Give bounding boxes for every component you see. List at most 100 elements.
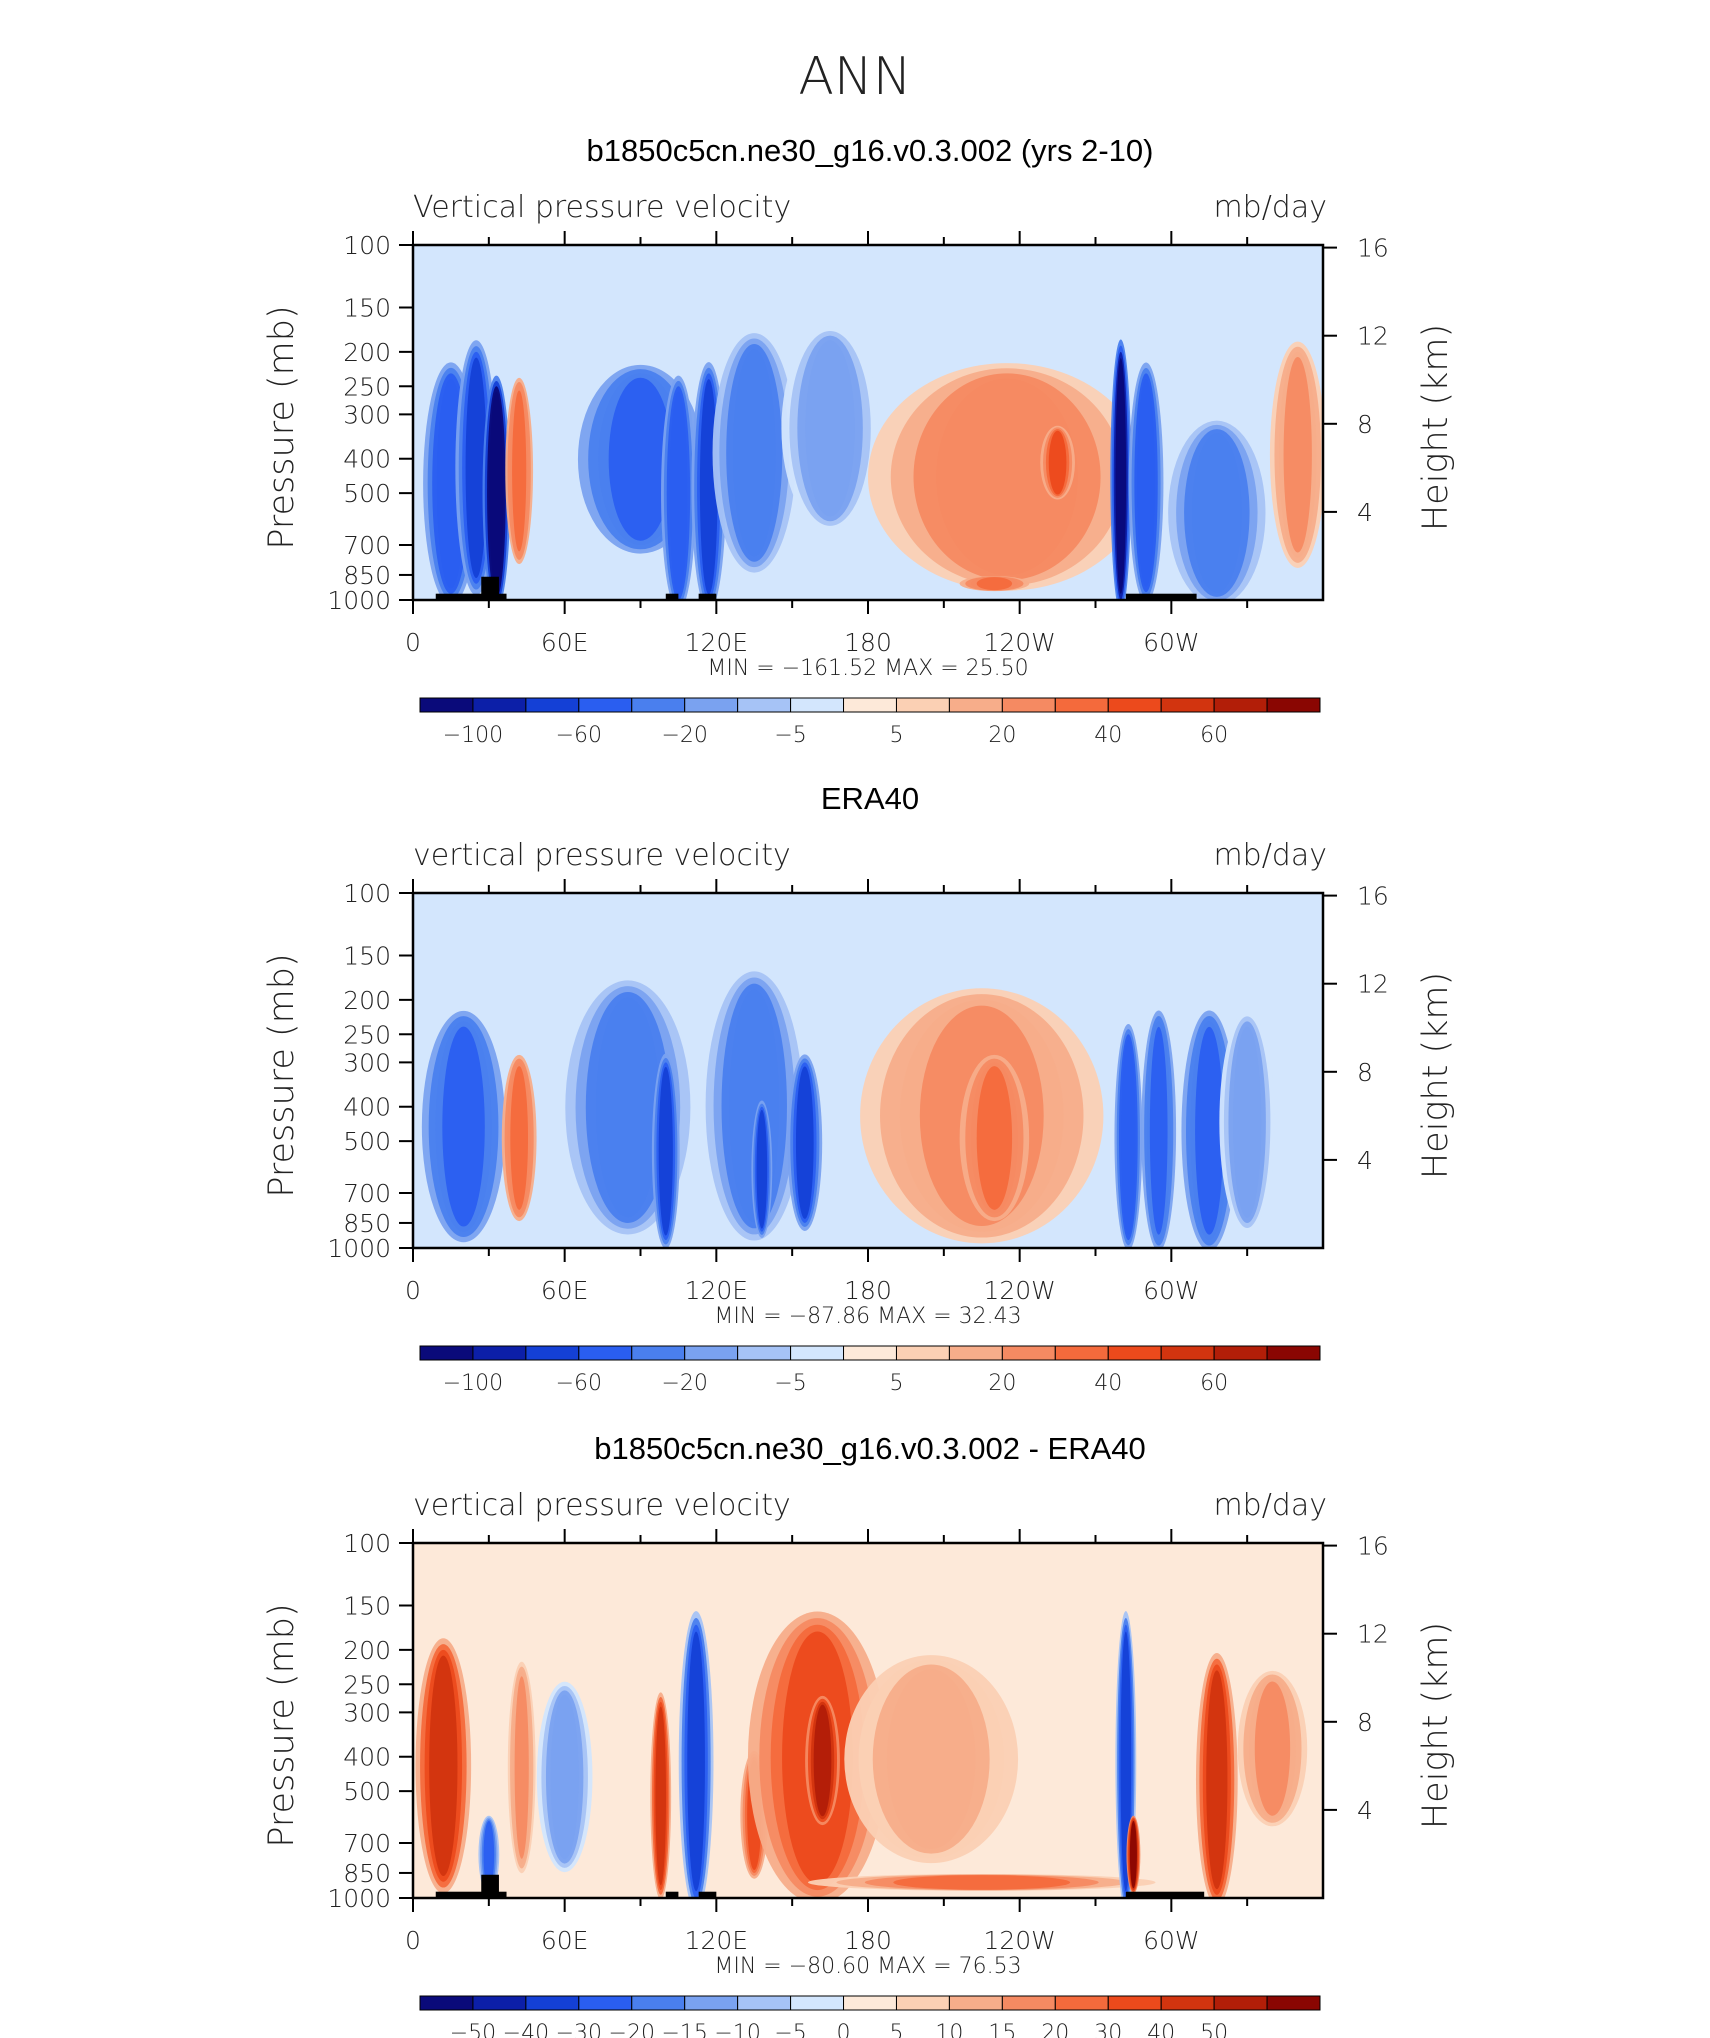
y-tick-label: 1000 [327,1234,391,1263]
colorbar-label: 30 [1094,2021,1122,2038]
colorbar-label: 20 [988,1371,1016,1396]
y-tick-label: 250 [343,1670,391,1699]
topography-block [1125,593,1197,600]
y-tick-label: 100 [343,879,391,908]
colorbar-swatch [1001,1995,1056,2011]
colorbar-swatch [1266,1995,1321,2011]
contour-level [1137,378,1155,587]
colorbar-swatch [737,697,792,713]
colorbar-swatch [1213,697,1268,713]
height-tick-label: 16 [1357,1532,1389,1561]
contour-level [1129,1821,1137,1889]
colorbar-swatch [1107,1345,1162,1361]
topography-block [665,1891,679,1898]
contour-level [756,1109,768,1229]
topography-block [665,593,679,600]
right-axis-title: Height (km) [1416,972,1456,1179]
y-tick-label: 850 [343,1209,391,1238]
colorbar-swatch [1054,697,1109,713]
contour-level [429,1655,458,1876]
colorbar-swatch [684,1995,739,2011]
y-tick-label: 300 [343,1698,391,1727]
colorbar-swatch [631,1345,686,1361]
x-tick-label: 60W [1143,628,1200,657]
colorbar-swatch [895,697,950,713]
x-tick-label: 180 [844,628,892,657]
colorbar-label: −30 [556,2021,602,2038]
colorbar-swatch [1054,1995,1109,2011]
contour-level [510,1066,529,1210]
y-tick-label: 400 [343,445,391,474]
contour-level [669,391,688,595]
topography-block [698,593,717,600]
colorbar-swatch [1001,1345,1056,1361]
x-tick-label: 120E [685,628,749,657]
x-tick-label: 60E [541,1926,589,1955]
colorbar-label: −40 [503,2021,549,2038]
colorbar-label: −60 [556,1371,602,1396]
y-tick-label: 300 [343,400,391,429]
panel-title: b1850c5cn.ne30_g16.v0.3.002 (yrs 2-10) [586,133,1153,168]
colorbar-swatch [1107,697,1162,713]
y-tick-label: 850 [343,561,391,590]
contour-level [596,997,660,1218]
x-tick-label: 60E [541,1276,589,1305]
contour-level [733,349,776,557]
height-tick-label: 16 [1357,882,1389,911]
colorbar-label: 5 [889,1371,903,1396]
contour-level [1115,358,1127,594]
height-tick-label: 8 [1357,410,1373,439]
colorbar-label: 15 [988,2021,1016,2038]
contour-field [423,326,1323,600]
colorbar-label: −20 [661,1371,707,1396]
colorbar-swatch [1054,1345,1109,1361]
units-label: mb/day [1213,838,1327,873]
contour-level [483,1821,495,1889]
contour-level [1206,1670,1228,1890]
colorbar-swatch [1001,697,1056,713]
min-max-label: MIN = −161.52 MAX = 25.50 [707,656,1028,681]
contour-level [1120,1631,1132,1892]
colorbar-label: 0 [837,2021,851,2038]
panel-2: vertical pressure velocity mb/day ERA40 0 60… [262,781,1456,1396]
x-tick-label: 120W [983,1276,1055,1305]
colorbar-swatch [1266,697,1321,713]
contour-level [1192,433,1242,593]
colorbar-swatch [843,1995,897,2011]
contour-level [1121,1039,1136,1235]
colorbar-swatch [895,1345,950,1361]
min-max-label: MIN = −87.86 MAX = 32.43 [714,1304,1021,1329]
colorbar-label: 40 [1094,723,1122,748]
contour-level [1254,1681,1291,1816]
colorbar-label: 5 [889,2021,903,2038]
y-tick-label: 700 [343,1179,391,1208]
colorbar-label: 50 [1200,2021,1228,2038]
colorbar-label: −15 [661,2021,707,2038]
colorbar-swatch [525,1345,580,1361]
colorbar-label: 60 [1200,1371,1228,1396]
colorbar-swatch [790,697,845,713]
topography-block [1125,1891,1205,1898]
colorbar-swatch [948,697,1003,713]
y-tick-label: 500 [343,1127,391,1156]
right-axis-title: Height (km) [1416,1622,1456,1829]
colorbar-swatch [472,1345,527,1361]
contour-level [514,1676,529,1859]
contour-level [893,1875,1071,1890]
contour-level [976,1066,1013,1210]
variable-label: vertical pressure velocity [413,1488,791,1523]
contour-level [608,377,673,541]
colorbar-swatch [419,1345,474,1361]
x-tick-label: 180 [844,1926,892,1955]
contour-field [415,1611,1308,1898]
colorbar-swatch [419,1995,474,2011]
colorbar-label: −5 [774,723,806,748]
y-tick-label: 150 [343,294,391,323]
panel-3: vertical pressure velocity mb/day b1850c5c… [262,1431,1456,2038]
colorbar-swatch [843,697,897,713]
topography-block [435,1891,484,1898]
colorbar-swatch [525,1995,580,2011]
colorbar-swatch [631,697,686,713]
contour-level [813,1704,832,1817]
